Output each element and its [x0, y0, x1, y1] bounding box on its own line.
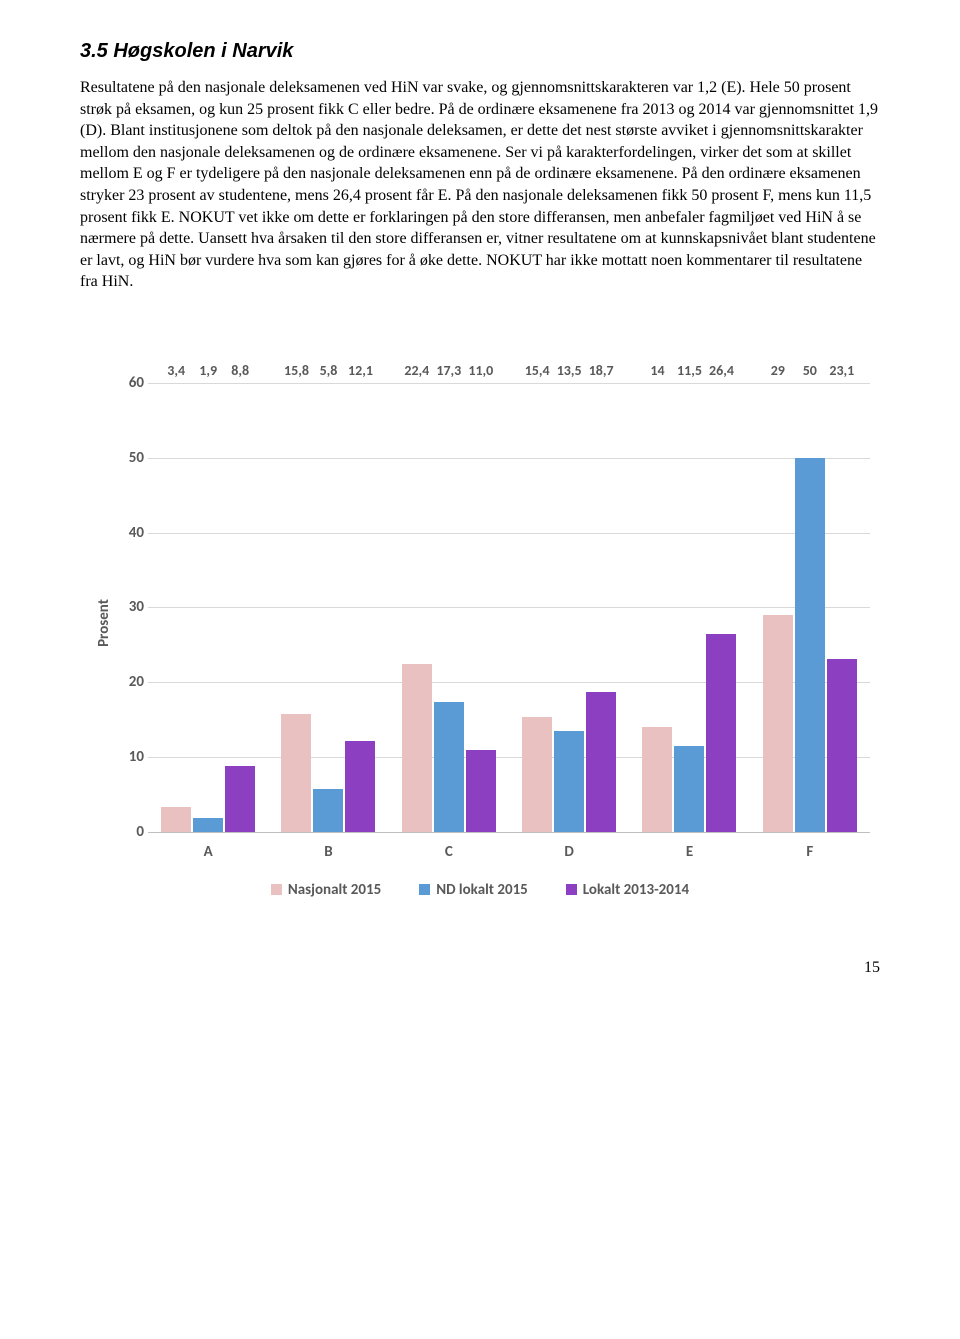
bar — [225, 766, 255, 832]
bar-value-label: 18,7 — [589, 362, 614, 379]
bar-group: 22,417,311,0 — [389, 383, 509, 832]
bar — [706, 634, 736, 832]
bar — [795, 458, 825, 832]
page-number: 15 — [80, 959, 880, 977]
legend-item: Lokalt 2013-2014 — [566, 881, 689, 899]
bar-wrap: 8,8 — [225, 383, 255, 832]
legend-item: ND lokalt 2015 — [419, 881, 528, 899]
body-paragraph: Resultatene på den nasjonale deleksamene… — [80, 77, 880, 293]
bar-wrap: 26,4 — [706, 383, 736, 832]
bar — [674, 746, 704, 832]
bar — [193, 818, 223, 832]
y-tick-label: 20 — [120, 673, 144, 691]
bar — [345, 741, 375, 832]
bar-wrap: 1,9 — [193, 383, 223, 832]
bar — [281, 714, 311, 832]
bar-wrap: 29 — [763, 383, 793, 832]
bar — [586, 692, 616, 832]
legend-label: Lokalt 2013-2014 — [583, 881, 689, 899]
bar-wrap: 5,8 — [313, 383, 343, 832]
bar-value-label: 13,5 — [557, 362, 582, 379]
y-tick-label: 0 — [120, 823, 144, 841]
bar-group: 15,413,518,7 — [509, 383, 629, 832]
bar-value-label: 17,3 — [436, 362, 461, 379]
bar-value-label: 22,4 — [404, 362, 429, 379]
legend-label: ND lokalt 2015 — [436, 881, 528, 899]
x-axis-label: D — [509, 837, 629, 863]
bar-wrap: 3,4 — [161, 383, 191, 832]
bar-wrap: 13,5 — [554, 383, 584, 832]
bar-value-label: 15,8 — [284, 362, 309, 379]
bar-value-label: 26,4 — [709, 362, 734, 379]
bar-value-label: 29 — [771, 362, 785, 379]
chart-plot: 01020304050603,41,98,815,85,812,122,417,… — [148, 383, 870, 833]
y-tick-label: 50 — [120, 449, 144, 467]
bar — [554, 731, 584, 832]
bar-group: 15,85,812,1 — [268, 383, 388, 832]
y-tick-label: 30 — [120, 598, 144, 616]
bar-value-label: 8,8 — [231, 362, 249, 379]
legend-swatch — [566, 884, 577, 895]
bar — [763, 615, 793, 832]
bar — [522, 717, 552, 832]
bar-wrap: 15,8 — [281, 383, 311, 832]
bar-wrap: 11,0 — [466, 383, 496, 832]
x-axis-label: C — [389, 837, 509, 863]
bar-value-label: 5,8 — [320, 362, 338, 379]
bar-groups: 3,41,98,815,85,812,122,417,311,015,413,5… — [148, 383, 870, 832]
bar — [434, 702, 464, 831]
x-axis-label: A — [148, 837, 268, 863]
x-axis-label: E — [629, 837, 749, 863]
section-heading: 3.5 Høgskolen i Narvik — [80, 40, 880, 63]
x-axis-label: F — [750, 837, 870, 863]
bar-value-label: 3,4 — [167, 362, 185, 379]
bar — [402, 664, 432, 832]
bar — [827, 659, 857, 832]
bar-value-label: 14 — [650, 362, 664, 379]
x-axis-label: B — [268, 837, 388, 863]
bar — [313, 789, 343, 832]
x-axis-labels: ABCDEF — [148, 837, 870, 863]
bar — [466, 750, 496, 832]
bar — [642, 727, 672, 832]
bar-value-label: 12,1 — [348, 362, 373, 379]
chart-legend: Nasjonalt 2015 ND lokalt 2015 Lokalt 2013-… — [80, 881, 880, 899]
y-axis-label: Prosent — [95, 599, 113, 647]
bar-value-label: 15,4 — [525, 362, 550, 379]
legend-item: Nasjonalt 2015 — [271, 881, 381, 899]
legend-swatch — [419, 884, 430, 895]
bar-chart: Prosent 01020304050603,41,98,815,85,812,… — [80, 383, 880, 899]
bar — [161, 807, 191, 832]
bar-group: 295023,1 — [750, 383, 870, 832]
bar-wrap: 12,1 — [345, 383, 375, 832]
bar-wrap: 17,3 — [434, 383, 464, 832]
bar-wrap: 50 — [795, 383, 825, 832]
bar-value-label: 11,5 — [677, 362, 702, 379]
bar-group: 3,41,98,8 — [148, 383, 268, 832]
bar-group: 1411,526,4 — [629, 383, 749, 832]
bar-wrap: 23,1 — [827, 383, 857, 832]
bar-wrap: 18,7 — [586, 383, 616, 832]
bar-value-label: 1,9 — [199, 362, 217, 379]
bar-value-label: 23,1 — [829, 362, 854, 379]
y-tick-label: 10 — [120, 748, 144, 766]
bar-wrap: 14 — [642, 383, 672, 832]
bar-wrap: 22,4 — [402, 383, 432, 832]
bar-value-label: 11,0 — [468, 362, 493, 379]
y-tick-label: 60 — [120, 374, 144, 392]
bar-wrap: 11,5 — [674, 383, 704, 832]
y-tick-label: 40 — [120, 524, 144, 542]
bar-wrap: 15,4 — [522, 383, 552, 832]
legend-swatch — [271, 884, 282, 895]
legend-label: Nasjonalt 2015 — [288, 881, 381, 899]
bar-value-label: 50 — [803, 362, 817, 379]
